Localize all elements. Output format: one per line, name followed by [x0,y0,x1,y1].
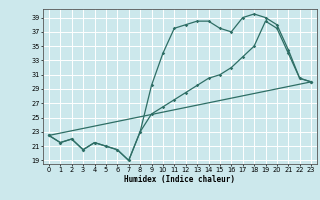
X-axis label: Humidex (Indice chaleur): Humidex (Indice chaleur) [124,175,236,184]
